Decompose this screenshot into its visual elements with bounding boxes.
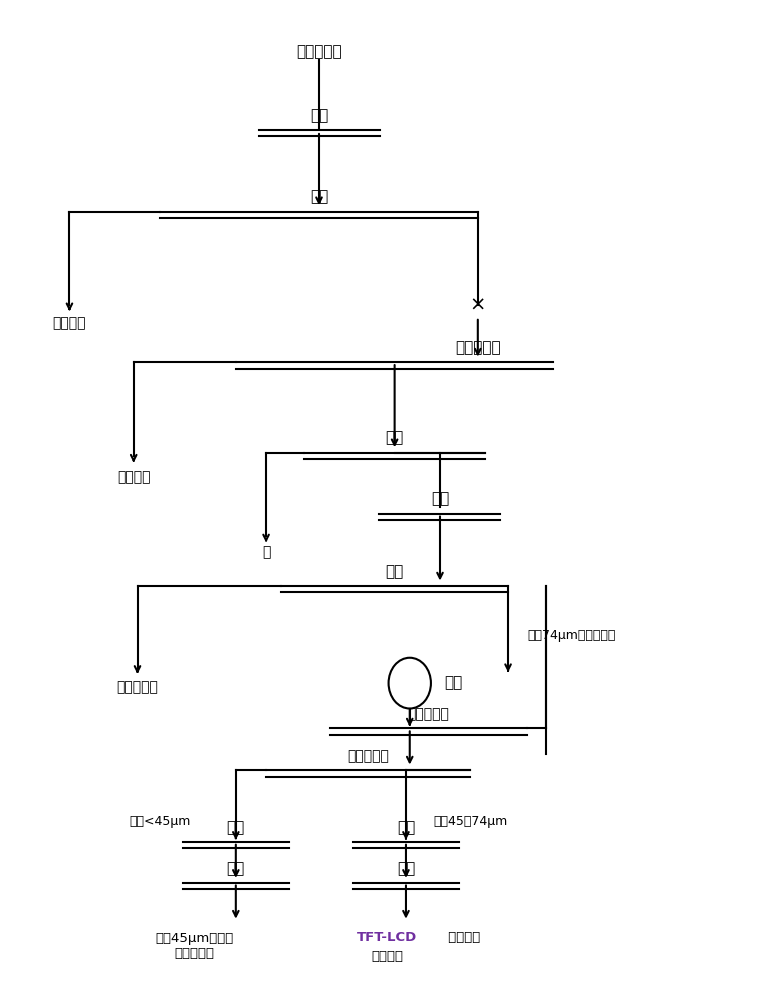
Text: 大于74μm粒度的粗砂: 大于74μm粒度的粗砂 (527, 629, 616, 642)
Text: 用硅微粉: 用硅微粉 (371, 950, 403, 963)
Text: 脱药，清洗: 脱药，清洗 (455, 340, 501, 355)
Text: 捕集: 捕集 (227, 820, 245, 835)
Text: 脉石英尾砂: 脉石英尾砂 (296, 44, 342, 59)
Text: 粒度45～74μm: 粒度45～74μm (433, 815, 507, 828)
Text: 球磨: 球磨 (444, 676, 462, 691)
Text: 磁选: 磁选 (386, 564, 404, 579)
Text: 脱水: 脱水 (386, 431, 404, 446)
Text: 捕集: 捕集 (397, 820, 415, 835)
Text: 第二道分级: 第二道分级 (347, 749, 389, 763)
Text: 第一道分级: 第一道分级 (408, 707, 449, 721)
Text: 杂质矿物: 杂质矿物 (52, 316, 87, 330)
Text: 玻璃基板: 玻璃基板 (444, 931, 480, 944)
Text: ×: × (470, 296, 486, 315)
Text: 粒度<45μm: 粒度<45μm (130, 815, 191, 828)
Text: 包装: 包装 (227, 861, 245, 876)
Text: 浮选: 浮选 (310, 189, 328, 204)
Text: 水: 水 (262, 546, 270, 560)
Text: 药、水等: 药、水等 (117, 470, 150, 484)
Text: 烘干: 烘干 (431, 491, 449, 506)
Text: TFT-LCD: TFT-LCD (357, 931, 417, 944)
Text: 包装: 包装 (397, 861, 415, 876)
Text: 小于45μm粒度的
超细粅微粉: 小于45μm粒度的 超细粅微粉 (155, 932, 233, 960)
Text: 调浆: 调浆 (310, 108, 328, 123)
Text: 铁磁性矿物: 铁磁性矿物 (117, 681, 159, 695)
